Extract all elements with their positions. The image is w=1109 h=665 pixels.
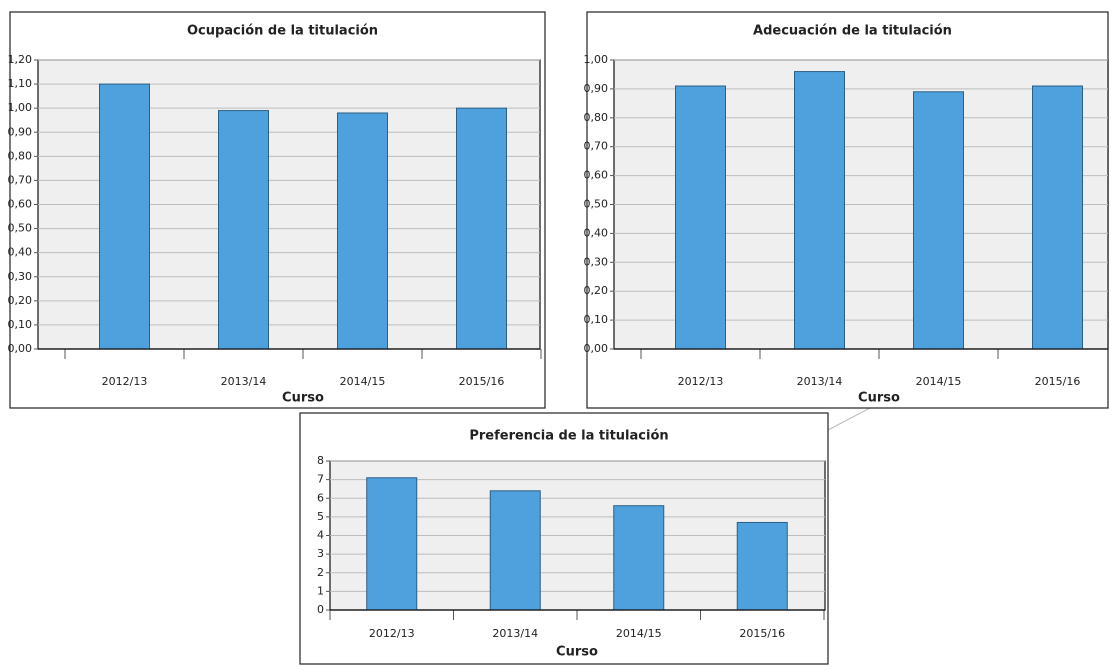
- bar: [1032, 85, 1083, 350]
- y-tick-label: 1,10: [8, 77, 33, 90]
- y-tick-label: 0,50: [584, 198, 609, 211]
- bar: [366, 477, 418, 611]
- x-tick-label: 2012/13: [369, 627, 415, 640]
- y-tick-label: 6: [317, 491, 324, 504]
- chart-title: Adecuación de la titulación: [753, 24, 952, 39]
- y-tick-label: 0,40: [584, 226, 609, 239]
- x-tick-label: 2014/15: [916, 375, 962, 388]
- bar: [913, 91, 964, 350]
- y-tick-label: 3: [317, 547, 324, 560]
- y-tick-label: 1,20: [8, 53, 33, 66]
- y-tick-label: 0,30: [8, 270, 33, 283]
- bar: [456, 107, 507, 350]
- y-tick-label: 1: [317, 584, 324, 597]
- x-axis-title: Curso: [282, 391, 324, 406]
- y-tick-label: 0,30: [584, 255, 609, 268]
- y-tick-label: 2: [317, 566, 324, 579]
- x-tick-label: 2015/16: [459, 375, 505, 388]
- bar: [218, 110, 269, 350]
- y-tick-label: 0,40: [8, 246, 33, 259]
- y-tick-label: 0,90: [584, 82, 609, 95]
- bar: [736, 521, 788, 611]
- y-tick-label: 0,10: [8, 318, 33, 331]
- x-tick-label: 2014/15: [616, 627, 662, 640]
- y-tick-label: 0: [317, 603, 324, 616]
- bar: [489, 490, 541, 611]
- y-tick-label: 0,20: [584, 284, 609, 297]
- x-tick-label: 2014/15: [340, 375, 386, 388]
- y-tick-label: 0,80: [8, 149, 33, 162]
- bar: [794, 71, 845, 350]
- x-tick-label: 2013/14: [221, 375, 267, 388]
- x-tick-label: 2012/13: [102, 375, 148, 388]
- bar: [337, 112, 388, 350]
- y-tick-label: 0,90: [8, 125, 33, 138]
- chart-title: Ocupación de la titulación: [187, 24, 378, 39]
- y-tick-label: 1,00: [8, 101, 33, 114]
- y-tick-label: 0,70: [8, 173, 33, 186]
- y-tick-label: 0,80: [584, 111, 609, 124]
- chart-title: Preferencia de la titulación: [469, 429, 668, 444]
- y-tick-label: 0,00: [584, 342, 609, 355]
- y-tick-label: 0,00: [8, 342, 33, 355]
- y-tick-label: 0,70: [584, 140, 609, 153]
- y-tick-label: 0,10: [584, 313, 609, 326]
- y-tick-label: 5: [317, 510, 324, 523]
- y-tick-label: 0,60: [8, 198, 33, 211]
- y-tick-label: 1,00: [584, 53, 609, 66]
- y-tick-label: 0,20: [8, 294, 33, 307]
- y-tick-label: 0,50: [8, 222, 33, 235]
- y-tick-label: 8: [317, 454, 324, 467]
- x-tick-label: 2013/14: [797, 375, 843, 388]
- x-tick-label: 2015/16: [739, 627, 785, 640]
- bar: [675, 85, 726, 350]
- bar: [613, 505, 665, 611]
- connector: [827, 407, 871, 431]
- x-axis-title: Curso: [556, 645, 598, 660]
- x-tick-label: 2013/14: [492, 627, 538, 640]
- x-tick-label: 2012/13: [678, 375, 724, 388]
- x-tick-label: 2015/16: [1035, 375, 1081, 388]
- y-tick-label: 0,60: [584, 169, 609, 182]
- y-tick-label: 4: [317, 529, 324, 542]
- x-axis-title: Curso: [858, 391, 900, 406]
- bar: [99, 83, 150, 350]
- y-tick-label: 7: [317, 473, 324, 486]
